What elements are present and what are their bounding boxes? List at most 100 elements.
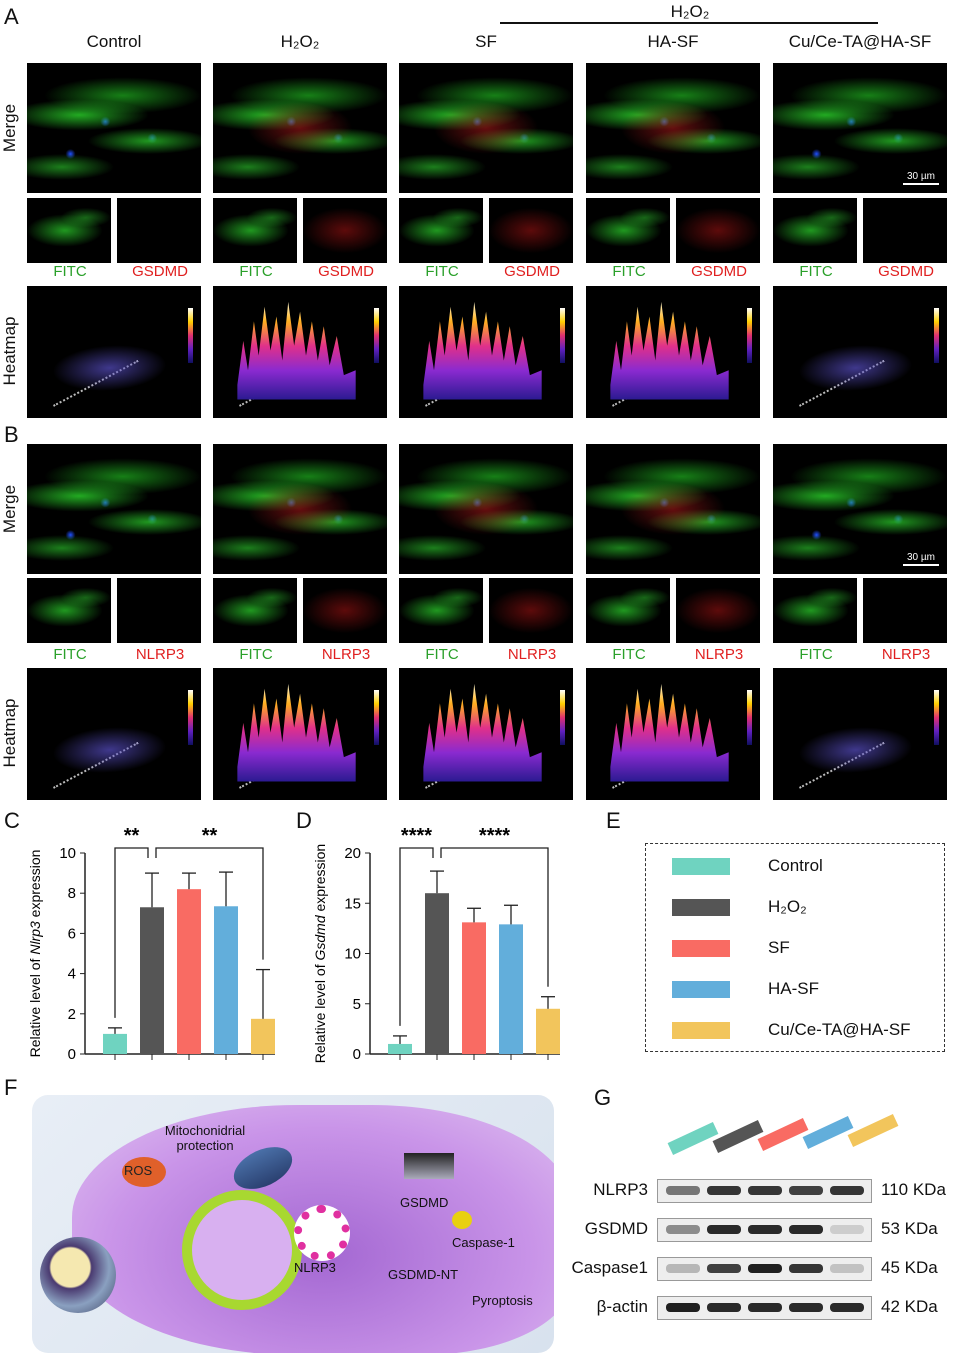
group-color-strip — [802, 1116, 854, 1149]
y-tick-label: 0 — [68, 1046, 76, 1063]
gsdmd-label: GSDMD — [318, 263, 374, 280]
merge-image — [586, 63, 760, 193]
heatmap-colorbar — [188, 690, 193, 745]
heatmap-axis — [611, 358, 698, 408]
nlrp3-label: NLRP3 — [294, 1260, 336, 1275]
legend-item: SF — [672, 938, 932, 958]
blot-band — [666, 1186, 700, 1195]
panel-label-f: F — [4, 1075, 18, 1100]
nlrp3-inflammasome-icon — [294, 1205, 350, 1261]
blot-protein-label: NLRP3 — [593, 1180, 648, 1199]
heatmap-3d-image — [773, 286, 947, 418]
pyroptosis-label: Pyroptosis — [472, 1293, 533, 1308]
gsdmd-label: GSDMD — [878, 263, 934, 280]
blot-band — [666, 1264, 700, 1273]
heatmap-3d-image — [586, 286, 760, 418]
blot-strip — [657, 1296, 872, 1320]
nanoparticle-icon — [40, 1237, 116, 1313]
blot-protein-label: β-actin — [596, 1297, 648, 1316]
blot-band — [707, 1264, 741, 1273]
treatment-line — [500, 22, 878, 24]
blot-protein-label: GSDMD — [584, 1219, 648, 1238]
y-tick-label: 20 — [344, 845, 361, 862]
fitc-label: FITC — [53, 646, 87, 663]
legend-item: H₂O₂ — [672, 897, 932, 917]
nlrp3-label: NLRP3 — [881, 646, 931, 663]
gsdmd-label: GSDMD — [691, 263, 747, 280]
panel-label-b: B — [4, 422, 19, 447]
caspase-icon — [452, 1211, 472, 1229]
ros-label: ROS — [124, 1163, 153, 1178]
fitc-channel-image — [213, 198, 297, 263]
gsdmd-channel-image — [117, 198, 201, 263]
gsdmd-label: GSDMD — [132, 263, 188, 280]
gsdmd-label: GSDMD — [400, 1195, 449, 1210]
blot-band — [666, 1225, 700, 1234]
fitc-channel-image — [399, 578, 483, 643]
nlrp3-channel-image — [303, 578, 387, 643]
fitc-channel-image — [27, 198, 111, 263]
scale-bar-line — [903, 564, 939, 566]
bar — [536, 1008, 560, 1054]
scale-bar: 30 µm — [903, 552, 939, 566]
blot-strip — [657, 1179, 872, 1203]
heatmap-axis — [424, 358, 511, 408]
blot-band — [830, 1225, 864, 1234]
scale-bar-label: 30 µm — [907, 552, 935, 563]
significance-bracket — [155, 847, 264, 960]
bar — [214, 906, 238, 1054]
group-color-strip — [667, 1122, 719, 1155]
y-tick-label: 15 — [344, 895, 361, 912]
merge-image — [213, 63, 387, 193]
heatmap-axis — [238, 740, 325, 790]
chart-nlrp3: 0 2 4 6 8 10 Relative level of Nlrp3 expressio… — [27, 825, 275, 1063]
heatmap-colorbar — [188, 308, 193, 363]
merge-image: 30 µm — [773, 444, 947, 574]
heatmap-colorbar — [934, 308, 939, 363]
legend-swatch — [672, 1022, 730, 1039]
mechanism-schematic: ROS Mitochonidrial protection NLRP3 GSDMD… — [32, 1095, 554, 1353]
heatmap-colorbar — [560, 308, 565, 363]
fitc-channel-image — [27, 578, 111, 643]
blot-band — [789, 1186, 823, 1195]
bar — [140, 907, 164, 1054]
legend-label: Control — [768, 856, 823, 875]
fitc-label: FITC — [799, 646, 833, 663]
heatmap-axis — [52, 358, 139, 408]
merge-image — [213, 444, 387, 574]
nlrp3-label: NLRP3 — [694, 646, 744, 663]
bar — [251, 1018, 275, 1054]
blot-size-label: 53 KDa — [881, 1219, 938, 1238]
heatmap-axis — [611, 740, 698, 790]
heatmap-colorbar — [934, 690, 939, 745]
merge-image — [27, 444, 201, 574]
heatmap-axis — [798, 740, 885, 790]
heatmap-axis — [238, 358, 325, 408]
ros-icon — [122, 1157, 166, 1187]
group-color-strip — [757, 1118, 809, 1151]
scale-bar-line — [903, 183, 939, 185]
row-label-merge: Merge — [0, 103, 19, 153]
merge-image — [27, 63, 201, 193]
blot-band — [748, 1225, 782, 1234]
fitc-channel-image — [773, 578, 857, 643]
significance-label: **** — [479, 825, 510, 847]
blot-band — [830, 1264, 864, 1273]
nlrp3-label: NLRP3 — [507, 646, 557, 663]
merge-image — [586, 444, 760, 574]
heatmap-colorbar — [374, 308, 379, 363]
nlrp3-channel-image — [676, 578, 760, 643]
bar — [177, 889, 201, 1054]
fitc-label: FITC — [425, 263, 459, 280]
y-tick-label: 6 — [68, 925, 76, 942]
fitc-label: FITC — [612, 263, 646, 280]
significance-label: ** — [202, 825, 218, 847]
blot-size-label: 110 KDa — [881, 1180, 946, 1199]
legend-swatch — [672, 899, 730, 916]
heatmap-3d-image — [27, 668, 201, 800]
heatmap-3d-image — [586, 668, 760, 800]
significance-bracket — [440, 847, 549, 987]
row-label-heatmap: Heatmap — [0, 316, 19, 386]
blot-size-label: 45 KDa — [881, 1258, 938, 1277]
